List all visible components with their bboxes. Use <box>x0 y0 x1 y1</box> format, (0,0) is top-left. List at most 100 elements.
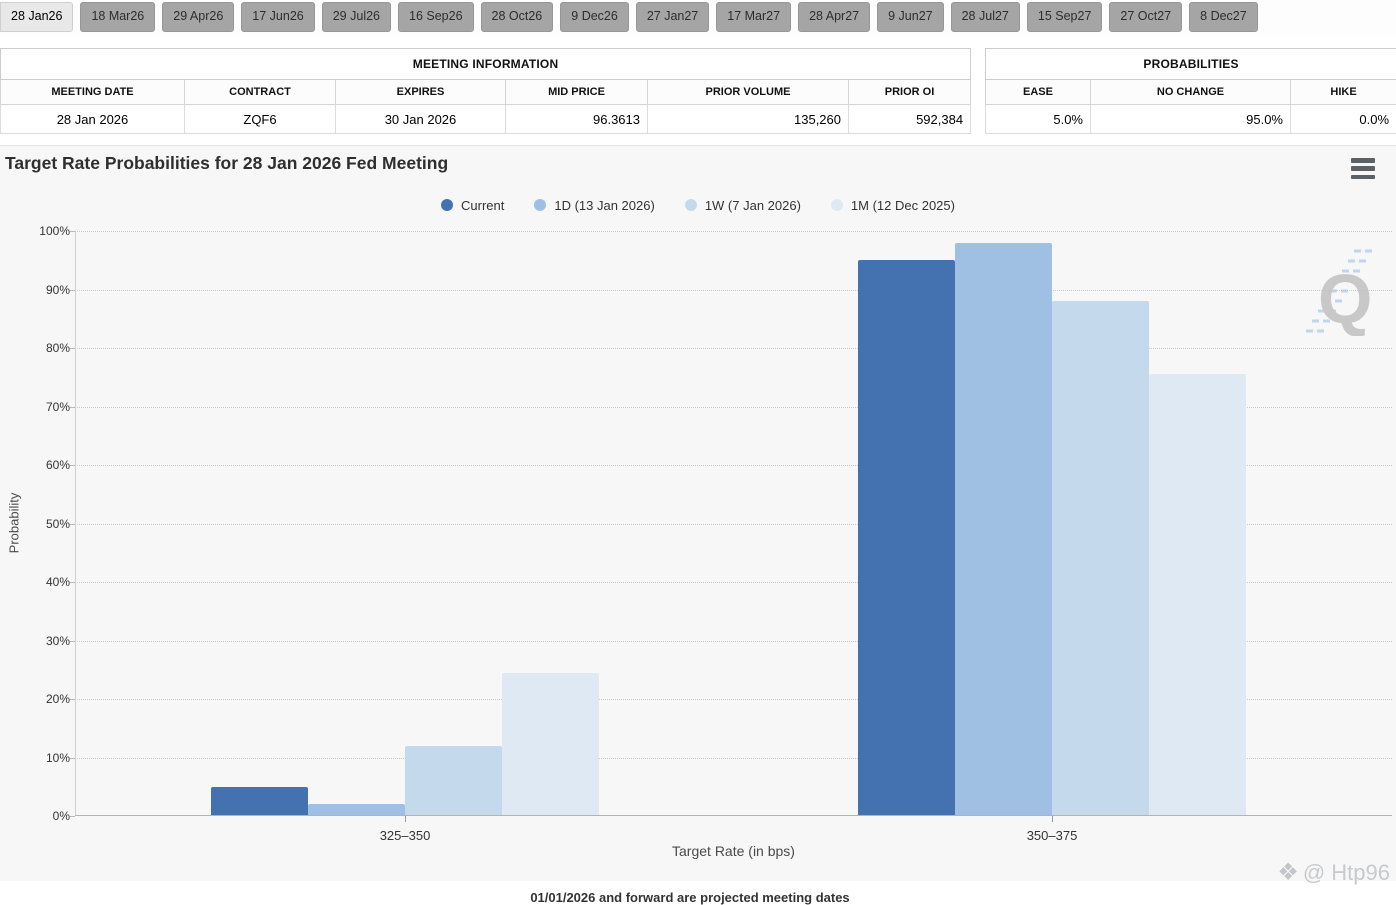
value-mid-price: 96.3613 <box>506 105 648 134</box>
column-header-prior-oi: PRIOR OI <box>849 80 971 105</box>
y-tick-label: 60% <box>25 458 70 472</box>
y-tick-mark <box>70 465 75 466</box>
y-tick-label: 70% <box>25 400 70 414</box>
y-axis-title: Probability <box>7 493 22 554</box>
y-tick-mark <box>70 641 75 642</box>
legend-label: 1M (12 Dec 2025) <box>851 198 955 213</box>
value-hike: 0.0% <box>1291 105 1396 134</box>
value-meeting-date: 28 Jan 2026 <box>1 105 185 134</box>
menu-bar <box>1351 175 1375 180</box>
y-tick-mark <box>70 231 75 232</box>
y-tick-mark <box>70 524 75 525</box>
y-tick-mark <box>70 582 75 583</box>
meeting-information-title: MEETING INFORMATION <box>1 49 971 80</box>
bar-1w-7-jan-2026-350-375[interactable] <box>1052 301 1149 816</box>
column-header-no-change: NO CHANGE <box>1091 80 1291 105</box>
tab-17-mar27[interactable]: 17 Mar27 <box>716 2 791 32</box>
tab-9-jun27[interactable]: 9 Jun27 <box>877 2 943 32</box>
legend-dot-icon <box>831 199 843 211</box>
tab-8-dec27[interactable]: 8 Dec27 <box>1189 2 1258 32</box>
tab-18-mar26[interactable]: 18 Mar26 <box>80 2 155 32</box>
y-tick-label: 10% <box>25 751 70 765</box>
y-tick-mark <box>70 816 75 817</box>
y-tick-label: 30% <box>25 634 70 648</box>
column-header-mid-price: MID PRICE <box>506 80 648 105</box>
bar-current-325-350[interactable] <box>211 787 308 816</box>
gridline <box>75 290 1392 291</box>
legend-item-1w-7-jan-2026[interactable]: 1W (7 Jan 2026) <box>685 198 801 213</box>
footer-note: 01/01/2026 and forward are projected mee… <box>0 890 1380 905</box>
legend-item-1m-12-dec-2025[interactable]: 1M (12 Dec 2025) <box>831 198 955 213</box>
y-tick-label: 100% <box>25 224 70 238</box>
probabilities-title: PROBABILITIES <box>986 49 1396 80</box>
tab-27-oct27[interactable]: 27 Oct27 <box>1109 2 1182 32</box>
bar-1w-7-jan-2026-325-350[interactable] <box>405 746 502 816</box>
chart-export-menu-icon[interactable] <box>1351 158 1375 179</box>
tab-28-jul27[interactable]: 28 Jul27 <box>951 2 1020 32</box>
legend-dot-icon <box>534 199 546 211</box>
tab-28-oct26[interactable]: 28 Oct26 <box>481 2 554 32</box>
x-tick-mark <box>405 816 406 822</box>
category-label-325-350: 325–350 <box>305 828 505 843</box>
column-header-contract: CONTRACT <box>185 80 336 105</box>
y-tick-label: 0% <box>25 809 70 823</box>
x-axis-title: Target Rate (in bps) <box>75 843 1392 859</box>
bar-1m-12-dec-2025-350-375[interactable] <box>1149 374 1246 816</box>
value-contract: ZQF6 <box>185 105 336 134</box>
legend-item-1d-13-jan-2026[interactable]: 1D (13 Jan 2026) <box>534 198 654 213</box>
tab-29-apr26[interactable]: 29 Apr26 <box>162 2 234 32</box>
value-expires: 30 Jan 2026 <box>336 105 506 134</box>
tab-9-dec26[interactable]: 9 Dec26 <box>560 2 629 32</box>
value-no-change: 95.0% <box>1091 105 1291 134</box>
y-tick-mark <box>70 290 75 291</box>
x-axis-line <box>75 815 1392 816</box>
category-label-350-375: 350–375 <box>952 828 1152 843</box>
gridline <box>75 231 1392 232</box>
tab-16-sep26[interactable]: 16 Sep26 <box>398 2 474 32</box>
bar-1d-13-jan-2026-350-375[interactable] <box>955 243 1052 816</box>
value-prior-volume: 135,260 <box>648 105 849 134</box>
signature-text: @ Htp96 <box>1303 860 1390 886</box>
bar-1m-12-dec-2025-325-350[interactable] <box>502 673 599 816</box>
column-header-prior-volume: PRIOR VOLUME <box>648 80 849 105</box>
column-header-ease: EASE <box>986 80 1091 105</box>
x-tick-mark <box>1052 816 1053 822</box>
legend-label: 1D (13 Jan 2026) <box>554 198 654 213</box>
legend-dot-icon <box>441 199 453 211</box>
tab-15-sep27[interactable]: 15 Sep27 <box>1027 2 1103 32</box>
legend-item-current[interactable]: Current <box>441 198 504 213</box>
tab-29-jul26[interactable]: 29 Jul26 <box>322 2 391 32</box>
y-tick-mark <box>70 407 75 408</box>
y-tick-mark <box>70 348 75 349</box>
footer: 01/01/2026 and forward are projected mee… <box>0 881 1396 900</box>
menu-bar <box>1351 158 1375 163</box>
plot-area: 0%10%20%30%40%50%60%70%80%90%100%325–350… <box>75 231 1392 816</box>
chart-container: Target Rate Probabilities for 28 Jan 202… <box>0 145 1396 881</box>
column-header-meeting-date: MEETING DATE <box>1 80 185 105</box>
tab-28-apr27[interactable]: 28 Apr27 <box>798 2 870 32</box>
y-tick-mark <box>70 758 75 759</box>
y-tick-label: 50% <box>25 517 70 531</box>
y-tick-label: 20% <box>25 692 70 706</box>
y-tick-mark <box>70 699 75 700</box>
quikstrike-logo-watermark: Q <box>1296 241 1386 336</box>
tab-17-jun26[interactable]: 17 Jun26 <box>241 2 314 32</box>
column-header-hike: HIKE <box>1291 80 1396 105</box>
chart-legend: Current 1D (13 Jan 2026) 1W (7 Jan 2026) 1M… <box>0 196 1396 214</box>
legend-dot-icon <box>685 199 697 211</box>
y-tick-label: 90% <box>25 283 70 297</box>
y-tick-label: 80% <box>25 341 70 355</box>
bar-current-350-375[interactable] <box>858 260 955 816</box>
svg-text:Q: Q <box>1318 260 1372 336</box>
tab-28-jan26[interactable]: 28 Jan26 <box>0 2 73 32</box>
legend-label: 1W (7 Jan 2026) <box>705 198 801 213</box>
column-header-expires: EXPIRES <box>336 80 506 105</box>
legend-label: Current <box>461 198 504 213</box>
tab-27-jan27[interactable]: 27 Jan27 <box>636 2 709 32</box>
value-prior-oi: 592,384 <box>849 105 971 134</box>
value-ease: 5.0% <box>986 105 1091 134</box>
chart-title: Target Rate Probabilities for 28 Jan 202… <box>5 153 448 174</box>
